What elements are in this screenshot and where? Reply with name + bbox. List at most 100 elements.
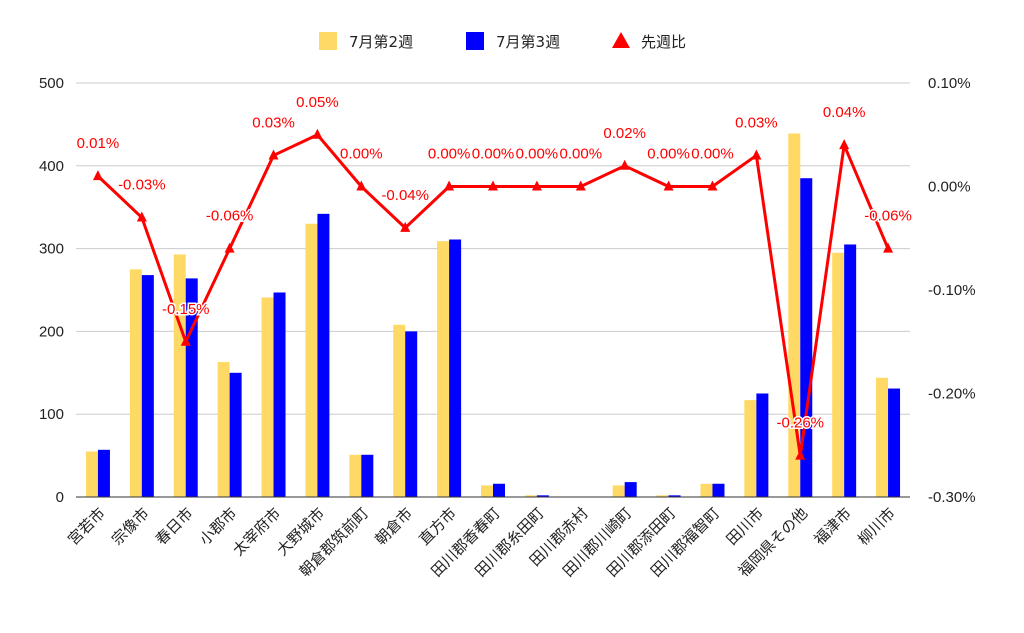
bar-week2 [788,133,801,497]
line-point-marker [92,170,103,181]
line-point-marker [488,180,498,191]
line-data-label: -0.06% [864,208,912,225]
bar-week3 [141,275,154,497]
bar-week2 [700,483,713,497]
line-point-marker [707,180,718,191]
line-point-marker [268,149,279,160]
bar-week2 [437,241,450,497]
line-point-marker [839,139,850,150]
bar-week3 [229,372,242,497]
left-tick-label: 400 [39,158,64,175]
left-tick-label: 0 [56,489,64,506]
bar-week2 [393,324,406,497]
left-tick-label: 300 [39,241,64,258]
bar-week2 [261,297,274,497]
line-data-label: 0.00% [516,146,559,163]
category-label: 宮若市 [64,504,109,549]
right-tick-label: -0.20% [928,386,976,403]
bar-week3 [624,482,637,497]
line-point-marker [136,211,147,222]
line-point-marker [180,335,191,346]
line-data-label: -0.26% [776,415,824,432]
line-point-marker [883,242,894,253]
bar-week2 [129,269,142,497]
line-data-label: 0.05% [296,94,339,111]
right-tick-label: -0.10% [928,282,976,299]
line-data-label: 0.04% [823,104,866,121]
right-tick-label: -0.30% [928,489,976,506]
line-point-marker [531,180,542,191]
line-point-marker [663,180,674,191]
bar-week3 [493,483,505,497]
bar-week2 [217,362,230,497]
line-data-label: 0.00% [647,146,690,163]
line-point-marker [795,449,806,460]
line-data-label: -0.03% [118,177,166,194]
line-data-label: 0.00% [560,146,603,163]
line-point-marker [575,180,586,191]
bar-week2 [173,254,186,497]
bar-week3 [361,454,374,497]
legend-label-week3: 7月第3週 [496,33,560,51]
legend-triangle-marker [612,32,630,48]
bar-week2 [744,400,757,497]
line-series [92,128,894,460]
bar-week3 [756,393,769,497]
bar-week3 [668,495,681,497]
left-tick-label: 500 [39,75,64,92]
category-label: 春日市 [152,504,197,549]
category-label: 朝倉市 [371,504,416,549]
bar-week2 [349,454,362,497]
bar-week3 [888,388,901,497]
line-data-label: -0.04% [381,187,429,204]
bar-week2 [85,451,98,497]
bar-week3 [536,495,549,497]
line-data-label: 0.00% [340,146,383,163]
right-axis-ticks: -0.30% -0.20% -0.10% 0.00% 0.10% [928,75,976,506]
bar-week2 [832,252,845,497]
line-data-label: 0.02% [603,125,646,142]
line-point-marker [751,149,762,160]
left-axis-ticks: 0 100 200 300 400 500 [39,75,64,506]
legend: 7月第2週 7月第3週 先週比 [319,32,686,51]
bar-week3 [844,244,857,497]
bar-week2 [481,485,493,497]
line-data-label: 0.03% [252,114,295,131]
bar-week3 [712,483,725,497]
legend-label-weekly-ratio: 先週比 [641,33,686,51]
bar-week2 [876,377,889,497]
line-data-label: -0.06% [206,208,254,225]
left-tick-label: 200 [39,323,64,340]
bar-week3 [449,239,462,497]
category-label: 福津市 [810,504,855,549]
line-point-marker [312,128,323,139]
legend-swatch-week2 [319,32,337,50]
bar-week2 [656,495,669,497]
legend-swatch-week3 [466,32,484,50]
legend-label-week2: 7月第2週 [349,33,413,51]
line-point-marker [619,159,630,170]
left-tick-label: 100 [39,406,64,423]
category-label: 柳川市 [854,504,899,549]
line-data-label: -0.15% [162,301,210,318]
bar-week2 [612,485,625,497]
bar-week3 [405,331,418,497]
line-data-label: 0.03% [735,114,778,131]
line-data-label: 0.01% [77,135,120,152]
category-label: 太宰府市 [229,504,284,559]
bar-week3 [800,178,813,497]
line-data-labels: 0.01%-0.03%-0.15%-0.06%0.03%0.05%0.00%-0… [75,92,913,433]
bar-week3 [317,213,330,497]
bar-week2 [305,223,318,497]
gridlines [76,82,910,415]
right-tick-label: 0.00% [928,179,971,196]
bar-week2 [524,495,537,497]
line-point-marker [356,180,367,191]
line-data-label: 0.00% [691,146,734,163]
category-label: 宗像市 [108,504,153,549]
line-point-marker [400,221,411,232]
right-tick-label: 0.10% [928,75,971,92]
bar-week3 [273,292,286,497]
